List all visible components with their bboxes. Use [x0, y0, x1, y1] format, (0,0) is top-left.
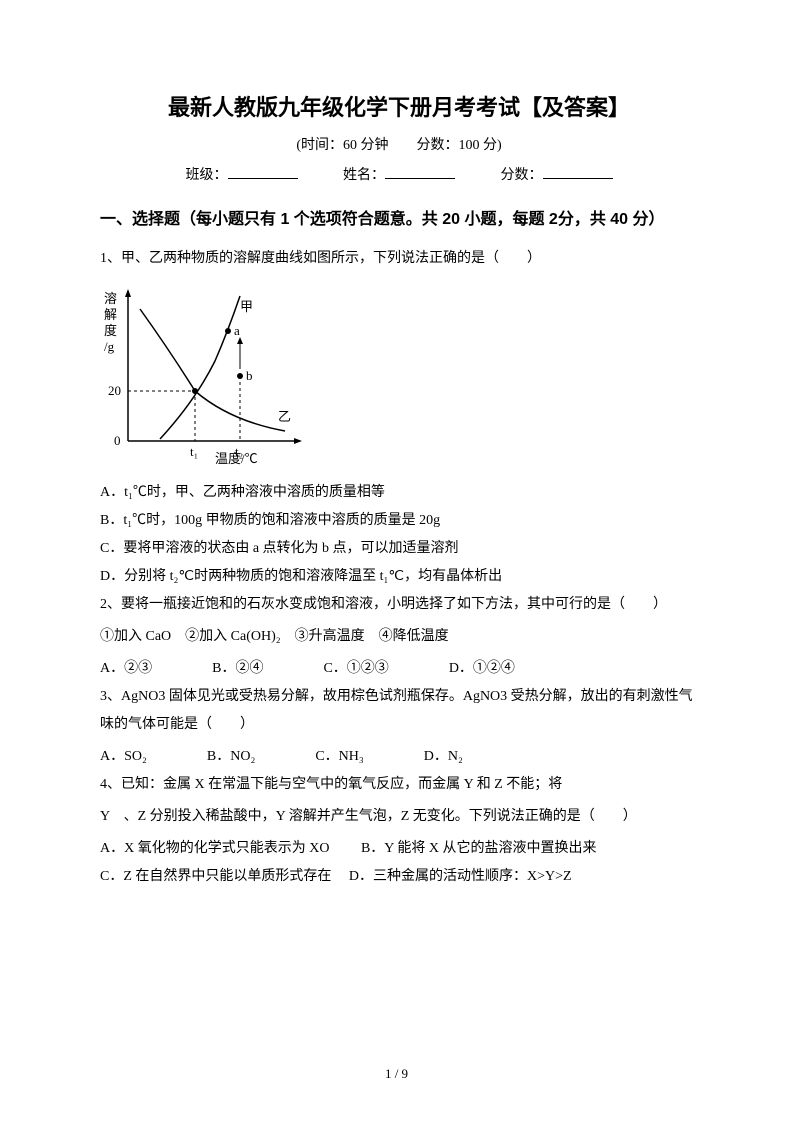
q4-option-d: D．三种金属的活动性顺序：X>Y>Z [349, 869, 572, 884]
name-label: 姓名： [343, 168, 385, 183]
q3-option-b: B．NO₂ [207, 743, 255, 771]
svg-text:0: 0 [114, 433, 121, 448]
svg-text:t₂: t₂ [235, 444, 243, 459]
q2-option-a: A．②③ [100, 655, 152, 683]
svg-text:20: 20 [108, 383, 121, 398]
exam-subtitle: (时间：60 分钟 分数：100 分) [100, 134, 698, 154]
section-1-header: 一、选择题（每小题只有 1 个选项符合题意。共 20 小题，每题 2分，共 40… [100, 202, 698, 237]
question-3-options: A．SO₂ B．NO₂ C．NH₃ D．N₂ [100, 743, 698, 771]
svg-text:/g: /g [104, 339, 115, 354]
q4-option-b: B．Y 能将 X 从它的盐溶液中置换出来 [361, 841, 597, 856]
page-number: 1 / 9 [0, 1066, 793, 1082]
exam-title: 最新人教版九年级化学下册月考考试【及答案】 [100, 90, 698, 122]
svg-text:t₁: t₁ [190, 444, 198, 459]
q3-option-d: D．N₂ [424, 743, 463, 771]
q1-option-b: B．t₁℃时，100g 甲物质的饱和溶液中溶质的质量是 20g [100, 507, 698, 535]
q3-option-c: C．NH₃ [315, 743, 363, 771]
score-blank[interactable] [543, 165, 613, 179]
q2-option-d: D．①②④ [449, 655, 515, 683]
svg-text:甲: 甲 [240, 299, 253, 314]
question-4-options: A．X 氧化物的化学式只能表示为 XO B．Y 能将 X 从它的盐溶液中置换出来… [100, 835, 698, 891]
chart-svg: 溶解度/g温度/℃200t₁t₂甲乙ab [100, 281, 305, 466]
question-2-options: A．②③ B．②④ C．①②③ D．①②④ [100, 655, 698, 683]
q4-option-a: A．X 氧化物的化学式只能表示为 XO [100, 841, 329, 856]
student-info-line: 班级： 姓名： 分数： [100, 164, 698, 184]
svg-text:度: 度 [104, 323, 117, 338]
question-1-options: A．t₁℃时，甲、乙两种溶液中溶质的质量相等 B．t₁℃时，100g 甲物质的饱… [100, 479, 698, 591]
class-blank[interactable] [228, 165, 298, 179]
name-blank[interactable] [385, 165, 455, 179]
svg-text:溶: 溶 [104, 291, 117, 306]
q4-option-c: C．Z 在自然界中只能以单质形式存在 [100, 869, 331, 884]
question-1-stem: 1、甲、乙两种物质的溶解度曲线如图所示，下列说法正确的是（ ） [100, 245, 698, 273]
q2-option-c: C．①②③ [323, 655, 388, 683]
question-4-stem-2: Y 、Z 分别投入稀盐酸中，Y 溶解并产生气泡，Z 无变化。下列说法正确的是（ … [100, 803, 698, 831]
q1-option-c: C．要将甲溶液的状态由 a 点转化为 b 点，可以加适量溶剂 [100, 535, 698, 563]
question-2-items: ①加入 CaO ②加入 Ca(OH)₂ ③升高温度 ④降低温度 [100, 623, 698, 651]
svg-text:解: 解 [104, 307, 117, 322]
question-2-stem: 2、要将一瓶接近饱和的石灰水变成饱和溶液，小明选择了如下方法，其中可行的是（ ） [100, 591, 698, 619]
svg-text:b: b [246, 368, 253, 383]
question-4-stem-1: 4、已知：金属 X 在常温下能与空气中的氧气反应，而金属 Y 和 Z 不能；将 [100, 771, 698, 799]
score-label: 分数： [501, 168, 543, 183]
q3-option-a: A．SO₂ [100, 743, 147, 771]
q1-option-d: D．分别将 t₂℃时两种物质的饱和溶液降温至 t₁℃，均有晶体析出 [100, 563, 698, 591]
q1-option-a: A．t₁℃时，甲、乙两种溶液中溶质的质量相等 [100, 479, 698, 507]
solubility-chart: 溶解度/g温度/℃200t₁t₂甲乙ab [100, 281, 698, 471]
q2-option-b: B．②④ [212, 655, 263, 683]
svg-text:乙: 乙 [278, 409, 291, 424]
svg-text:a: a [234, 323, 240, 338]
class-label: 班级： [186, 168, 228, 183]
question-3-stem: 3、AgNO3 固体见光或受热易分解，故用棕色试剂瓶保存。AgNO3 受热分解，… [100, 683, 698, 739]
